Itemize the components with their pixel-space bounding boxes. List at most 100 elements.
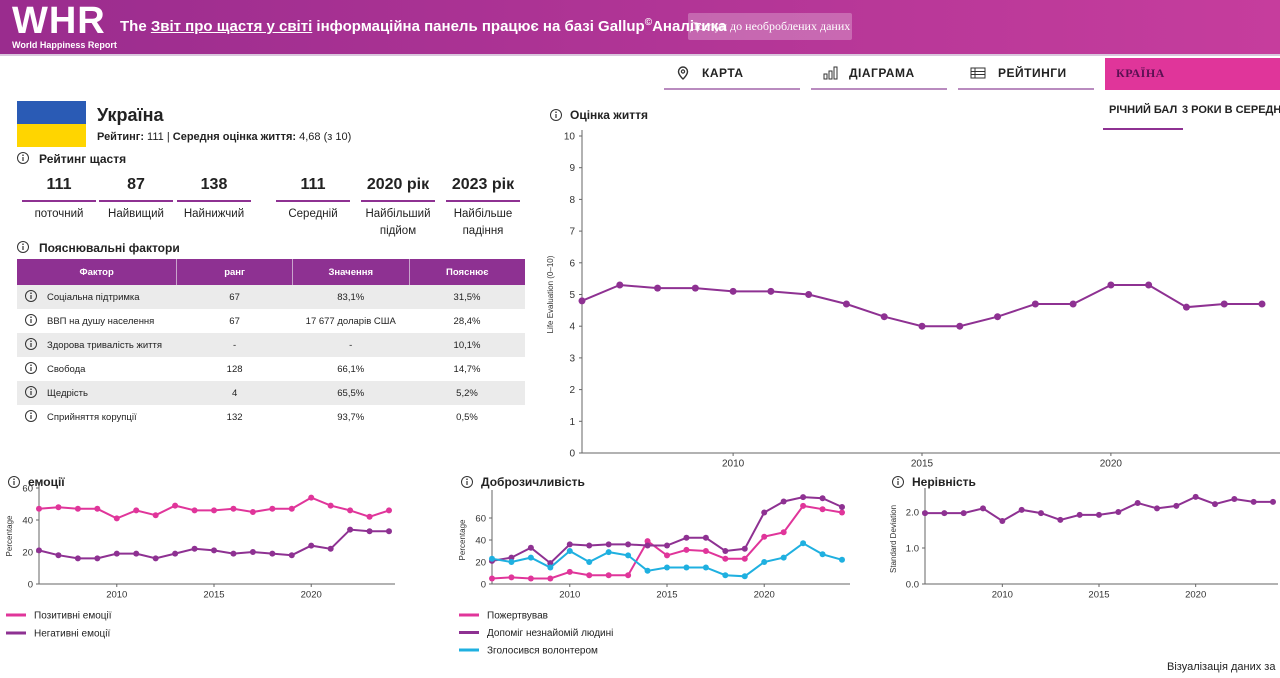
info-icon-bar [22, 157, 24, 161]
x-tick-label: 2015 [1088, 590, 1109, 601]
x-tick-label: 2020 [301, 590, 322, 601]
data-point [780, 498, 787, 505]
info-icon-bar [30, 343, 32, 347]
data-point [133, 550, 140, 557]
rank-value: 2023 рік [446, 176, 520, 202]
raw-data-button[interactable]: Доступ до необроблених даних [688, 13, 852, 40]
factor-name: Сприйняття корупції [47, 411, 137, 423]
data-point [172, 502, 179, 509]
nav-tab[interactable]: ДІАГРАМА [811, 58, 947, 90]
info-icon-bar [466, 481, 468, 485]
title-link[interactable]: Звіт про щастя у світі [150, 18, 313, 35]
map-icon [677, 66, 689, 80]
toggle-3yr[interactable]: 3 РОКИ В СЕРЕДНЬОМУ [1182, 104, 1280, 116]
data-point [1096, 511, 1102, 518]
data-point [702, 564, 709, 571]
data-point [1220, 300, 1228, 308]
nav-tab-active[interactable]: КРАЇНА [1105, 58, 1280, 90]
toggle-annual[interactable]: РІЧНИЙ БАЛ [1103, 104, 1184, 130]
x-tick-label: 2020 [1185, 590, 1206, 601]
data-point [605, 549, 612, 556]
info-icon [8, 476, 20, 488]
x-tick-label: 2010 [559, 590, 580, 601]
y-tick-label: 9 [569, 163, 575, 174]
factor-cell: 5,2% [409, 381, 525, 405]
separator: | [166, 131, 170, 143]
data-point [805, 291, 813, 298]
nav-label: РЕЙТИНГИ [998, 66, 1067, 80]
data-point [547, 560, 554, 567]
legend-label: Пожертвував [487, 611, 548, 622]
data-point [74, 555, 81, 562]
info-icon-bar [30, 367, 32, 371]
data-point [922, 510, 928, 517]
title-rest: інформаційна панель працює на базі Gallu… [316, 18, 645, 35]
info-icon-bar [30, 391, 32, 395]
factor-cell: 65,5% [292, 381, 409, 405]
data-point [74, 505, 81, 512]
country-summary: Рейтинг: 111 | Середня оцінка життя: 4,6… [97, 131, 351, 143]
info-icon [25, 290, 37, 302]
data-point [1192, 493, 1199, 500]
y-axis-label: Percentage [458, 519, 467, 560]
nav-tab[interactable]: КАРТА [664, 58, 800, 90]
data-point [722, 555, 729, 562]
rank-label: Найнижчий [183, 208, 245, 220]
data-point [249, 509, 256, 515]
data-point [133, 507, 140, 514]
factor-cell: - [176, 333, 293, 357]
info-icon-dot [22, 243, 24, 245]
info-icon-dot [555, 111, 557, 113]
nav-tab[interactable]: РЕЙТИНГИ [958, 58, 1094, 90]
data-point [800, 540, 807, 547]
flag [17, 101, 86, 147]
data-point [767, 287, 775, 295]
data-point [327, 502, 334, 509]
factor-cell: 67 [229, 315, 240, 327]
data-point [644, 567, 651, 574]
data-point [664, 542, 670, 549]
data-point [527, 575, 534, 582]
factor-cell: 67 [176, 285, 293, 309]
info-icon [25, 314, 37, 326]
x-tick-label: 2020 [1100, 459, 1123, 470]
data-point [941, 510, 948, 517]
data-point [1250, 498, 1257, 505]
logo[interactable]: WHR [12, 0, 106, 42]
data-point [94, 555, 101, 562]
score: 4,68 (з 10) [299, 131, 352, 143]
rank-value: 87 [99, 176, 173, 202]
series-line [38, 528, 389, 560]
data-point [1258, 300, 1266, 308]
data-point [722, 548, 729, 554]
data-point [1107, 281, 1115, 289]
country-name: Україна [97, 105, 164, 125]
section-title: Рейтинг щастя [39, 152, 127, 166]
data-point [366, 513, 373, 520]
logo-subtitle: World Happiness Report [12, 40, 117, 50]
y-tick-label: 20 [22, 548, 33, 559]
data-point [800, 494, 807, 501]
table-header: Фактор ранг Значення Пояснює [17, 259, 525, 285]
data-point [691, 284, 699, 292]
legend-label: Допоміг незнайомій людині [487, 628, 613, 639]
data-point [819, 551, 826, 558]
x-tick-label: 2015 [203, 590, 224, 601]
header-title: The Звіт про щастя у світі інформаційна … [120, 17, 726, 35]
column-header: Фактор [17, 259, 178, 285]
data-point [36, 505, 42, 512]
data-point [191, 545, 198, 552]
info-icon-dot [30, 316, 32, 319]
table-row: Сприйняття корупції 132 93,7% 0,5% [17, 405, 525, 429]
data-point [644, 538, 651, 545]
factor-cell: 66,1% [337, 363, 365, 375]
title-sup: © [644, 17, 653, 28]
rank-label: Найбільший підйом [365, 208, 431, 237]
data-point [683, 534, 690, 541]
data-point [1115, 509, 1122, 515]
y-tick-label: 10 [564, 132, 576, 143]
data-point [842, 300, 850, 308]
factor-name: Соціальна підтримка [17, 285, 177, 309]
table-row: Здорова тривалість життя - -10,1% [17, 333, 525, 357]
data-point [113, 550, 120, 557]
